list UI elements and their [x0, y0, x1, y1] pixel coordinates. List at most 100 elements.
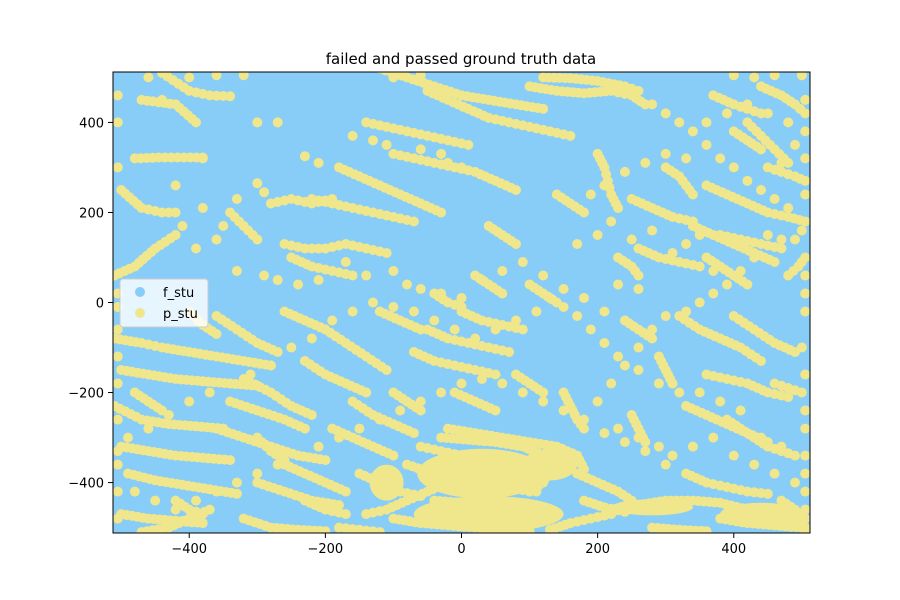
p-stu-point	[681, 153, 692, 164]
p-stu-point	[272, 347, 283, 357]
p-stu-point	[800, 405, 810, 416]
p-stu-point	[204, 387, 215, 398]
p-stu-point	[558, 284, 569, 294]
p-stu-point	[299, 423, 310, 434]
p-stu-point	[667, 378, 678, 389]
p-stu-point	[252, 117, 263, 128]
p-stu-point	[429, 315, 440, 326]
y-tick-label: 200	[79, 206, 104, 221]
p-stu-point	[272, 117, 283, 128]
p-stu-point	[388, 450, 399, 461]
p-stu-point	[225, 378, 236, 389]
p-stu-point	[129, 486, 140, 497]
p-stu-point	[415, 324, 426, 335]
p-stu-point	[531, 306, 542, 317]
p-stu-point	[667, 450, 678, 461]
p-stu-point	[613, 423, 624, 434]
p-stu-point	[674, 387, 685, 398]
p-stu-point	[197, 153, 208, 164]
p-stu-point	[742, 279, 753, 290]
p-stu-point	[231, 477, 242, 488]
p-stu-point	[776, 441, 787, 452]
p-stu-point	[524, 527, 535, 533]
p-stu-point	[640, 446, 651, 457]
p-stu-point	[143, 423, 154, 434]
p-stu-point	[769, 72, 780, 81]
p-stu-point	[585, 189, 596, 200]
p-stu-point	[113, 486, 123, 497]
p-stu-point	[776, 234, 787, 245]
p-stu-point	[340, 509, 351, 520]
legend-marker-p-stu	[135, 308, 145, 318]
p-stu-point	[694, 261, 705, 272]
p-stu-point	[299, 151, 310, 162]
p-stu-point	[211, 486, 222, 497]
p-stu-point	[800, 450, 810, 461]
p-stu-point	[456, 162, 467, 173]
p-stu-point	[408, 216, 419, 227]
p-stu-point	[619, 360, 630, 371]
p-stu-point	[497, 378, 508, 389]
p-stu-point	[749, 459, 760, 470]
p-stu-point	[211, 234, 222, 245]
p-stu-point	[299, 243, 310, 254]
p-stu-point	[334, 500, 344, 511]
p-stu-point	[163, 410, 174, 420]
p-stu-point	[579, 414, 589, 425]
p-stu-point	[769, 257, 780, 267]
p-stu-point	[694, 297, 705, 308]
p-stu-point	[313, 441, 324, 452]
p-stu-point	[402, 279, 412, 290]
p-stu-point	[572, 311, 583, 321]
y-axis: −400 −200 0 200 400	[68, 116, 113, 492]
p-stu-point	[749, 252, 760, 263]
p-stu-point	[381, 139, 392, 150]
p-stu-point	[272, 275, 283, 285]
p-stu-point	[286, 342, 297, 353]
p-stu-point	[800, 153, 810, 164]
p-stu-point	[660, 148, 671, 159]
p-stu-point	[347, 306, 358, 317]
p-stu-point	[800, 423, 810, 434]
p-stu-point	[647, 333, 658, 344]
p-stu-point	[626, 495, 637, 506]
p-stu-point	[490, 324, 501, 335]
p-stu-point	[762, 108, 773, 119]
legend-label-p-stu: p_stu	[163, 307, 198, 322]
x-tick-label: 400	[721, 542, 746, 557]
p-stu-point	[694, 387, 705, 398]
p-stu-point	[800, 513, 810, 524]
p-stu-point	[211, 72, 222, 81]
p-stu-point	[619, 437, 630, 448]
p-stu-point	[517, 257, 528, 267]
p-stu-point	[436, 207, 447, 218]
p-stu-point	[184, 72, 195, 83]
p-stu-point	[442, 157, 453, 168]
p-stu-point	[800, 524, 810, 533]
p-stu-point	[313, 157, 324, 168]
p-stu-point	[558, 405, 569, 416]
p-stu-points	[113, 72, 810, 533]
p-stu-point	[742, 99, 753, 110]
x-tick-label: −200	[308, 542, 344, 557]
p-stu-point	[320, 324, 331, 335]
p-stu-point	[762, 230, 773, 240]
p-stu-point	[123, 432, 133, 443]
p-stu-point	[436, 288, 447, 299]
p-stu-point	[259, 270, 270, 281]
p-stu-point	[368, 297, 378, 308]
p-stu-point	[585, 324, 596, 335]
p-stu-point	[667, 248, 678, 258]
p-stu-point	[197, 518, 208, 529]
p-stu-point	[728, 450, 739, 461]
p-stu-point	[613, 279, 624, 290]
p-stu-point	[476, 374, 487, 384]
p-stu-point	[728, 162, 739, 173]
p-stu-point	[800, 504, 810, 515]
p-stu-point	[225, 455, 236, 466]
p-stu-point	[790, 234, 800, 245]
p-stu-point	[749, 72, 760, 83]
p-stu-point	[633, 342, 644, 353]
p-stu-point	[497, 288, 508, 299]
p-stu-point	[783, 117, 794, 128]
